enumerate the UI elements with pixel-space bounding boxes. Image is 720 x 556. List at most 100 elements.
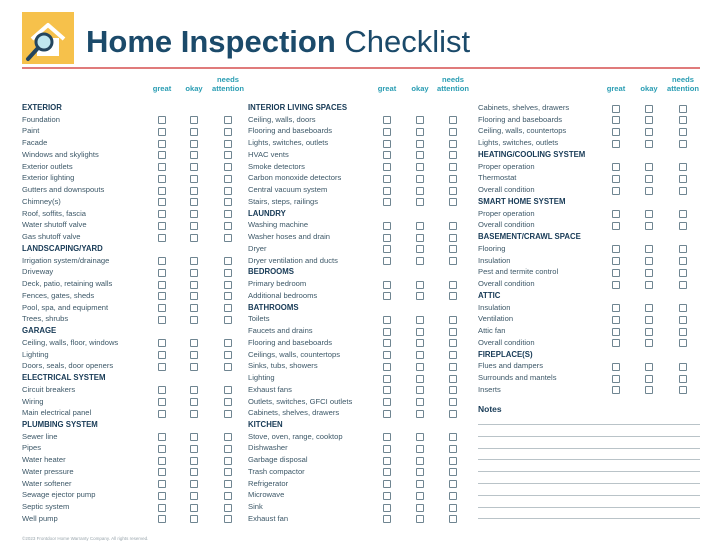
checkbox [449,139,457,148]
checkbox [158,503,166,512]
checkbox [383,339,391,348]
checkbox [612,386,620,395]
rating-label: okay [411,84,429,93]
item-label: Ventilation [478,314,514,324]
checkbox [383,127,391,136]
checkbox [449,374,457,383]
item-label: Trees, shrubs [22,314,69,324]
checkbox [679,104,687,113]
checkbox [224,268,232,277]
item-label: Water heater [22,455,66,465]
checkbox [190,139,198,148]
checkbox [416,444,424,453]
checkbox [679,386,687,395]
checkbox [416,374,424,383]
checkbox [612,139,620,148]
checkbox [158,362,166,371]
checkbox [383,116,391,125]
checkbox [645,374,653,383]
checkbox [383,362,391,371]
checkbox [224,280,232,289]
checkbox [612,257,620,266]
rating-label: needs attention [436,75,470,93]
item-label: Refrigerator [248,478,289,488]
checkbox [449,221,457,230]
checkbox [158,515,166,524]
checkbox [190,409,198,418]
checkbox [158,480,166,489]
checkbox [416,233,424,242]
section-heading: EXTERIOR [22,103,62,112]
checkbox [383,351,391,360]
checkbox [383,280,391,289]
checkbox [224,315,232,324]
logo-icon [22,12,74,64]
checkbox [645,304,653,313]
section-heading: ELECTRICAL SYSTEM [22,373,106,383]
checkbox [383,186,391,195]
checkbox [416,174,424,183]
item-label: Central vacuum system [248,185,328,195]
checkbox [612,163,620,172]
checkbox [645,315,653,324]
checkbox [645,127,653,136]
rating-label: okay [640,84,658,93]
checkbox [190,386,198,395]
checkbox [449,433,457,442]
checkbox [645,339,653,348]
checkbox [158,151,166,160]
title-bold: Home Inspection [86,24,336,59]
item-label: Lights, switches, outlets [478,138,559,148]
checkbox [679,186,687,195]
checkbox [224,386,232,395]
item-label: Main electrical panel [22,408,92,418]
notes-line [478,494,700,496]
checkbox [416,362,424,371]
item-label: Pool, spa, and equipment [22,302,109,312]
checkbox [383,398,391,406]
checkbox [224,163,232,172]
checkbox [224,362,232,371]
item-label: Stairs, steps, railings [248,196,319,206]
checkbox [679,127,687,136]
item-label: Sink [248,502,263,512]
item-label: Toilets [248,314,270,324]
item-label: Paint [22,126,40,136]
checkbox [383,409,391,418]
item-label: Attic fan [478,326,506,336]
checkbox [224,468,232,477]
item-label: Roof, soffits, fascia [22,208,87,218]
checkbox [224,198,232,207]
item-label: Flooring and baseboards [248,337,333,347]
checkbox [449,292,457,301]
checkbox [190,292,198,301]
checkbox [449,480,457,489]
checkbox [449,257,457,266]
item-label: Overall condition [478,337,535,347]
notes-line [478,447,700,449]
checkbox [383,151,391,160]
checkbox [449,339,457,348]
rating-label: needs attention [211,75,245,93]
item-label: Chimney(s) [22,196,61,206]
checkbox [416,186,424,195]
checkbox [449,186,457,195]
checkbox [416,433,424,442]
checkbox [449,444,457,453]
checkbox [158,386,166,395]
checkbox [612,339,620,348]
notes-line [478,459,700,461]
section-heading: INTERIOR LIVING SPACES [248,103,348,112]
section-heading: BEDROOMS [248,267,294,277]
checkbox [190,480,198,489]
checkbox [612,186,620,195]
checkbox [190,304,198,313]
checkbox [224,257,232,266]
checkbox [158,257,166,266]
checkbox [449,116,457,125]
checkbox [158,268,166,277]
checkbox [416,503,424,512]
checkbox [612,221,620,230]
checkbox [612,280,620,289]
